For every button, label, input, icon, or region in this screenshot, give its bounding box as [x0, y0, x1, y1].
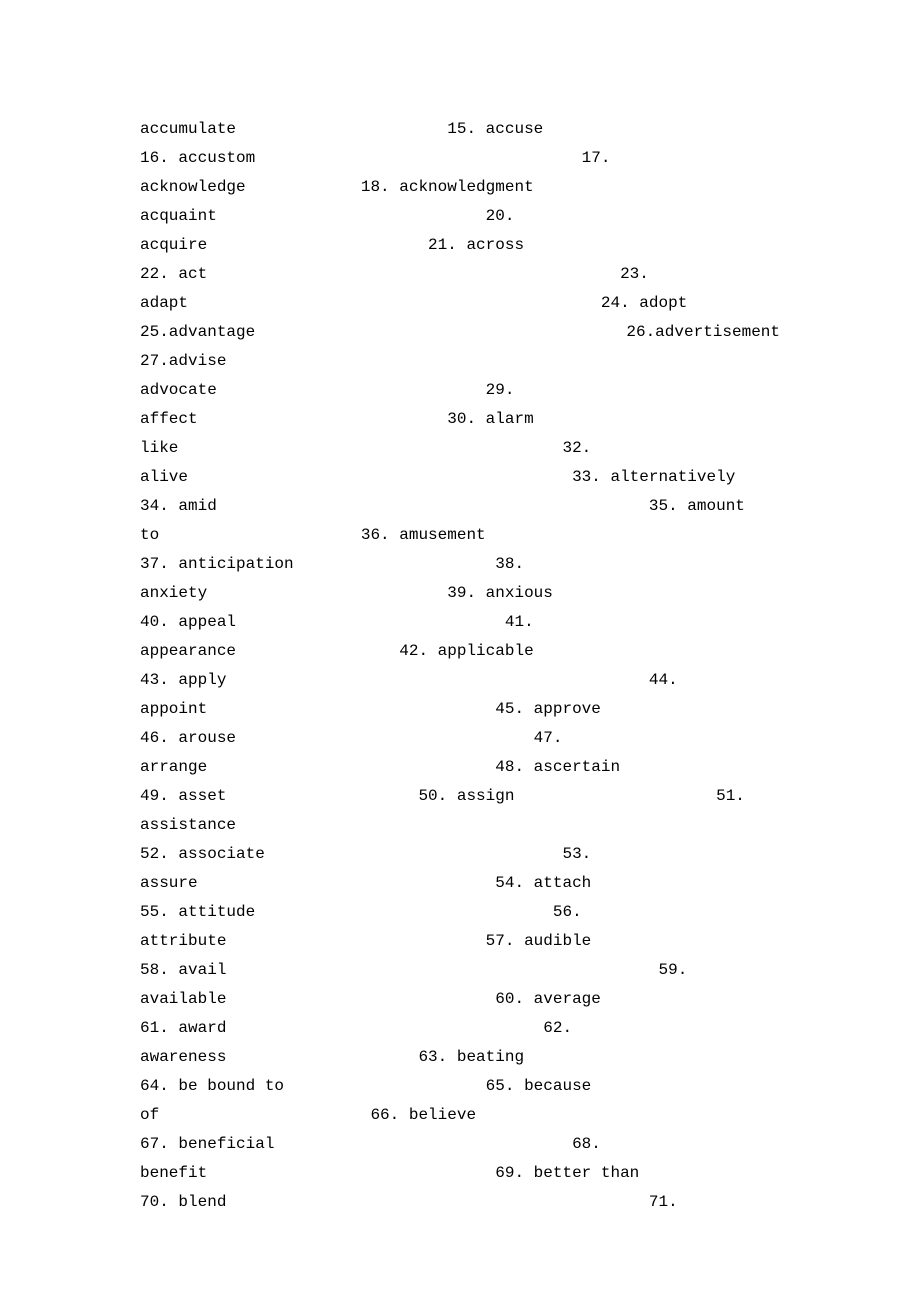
vocab-text: accumulate 15. accuse 16. accustom 17. a…: [140, 120, 886, 1211]
document-body: accumulate 15. accuse 16. accustom 17. a…: [0, 0, 920, 1257]
